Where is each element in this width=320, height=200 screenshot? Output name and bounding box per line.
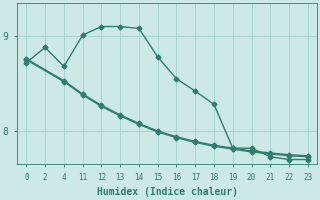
X-axis label: Humidex (Indice chaleur): Humidex (Indice chaleur) bbox=[97, 187, 238, 197]
